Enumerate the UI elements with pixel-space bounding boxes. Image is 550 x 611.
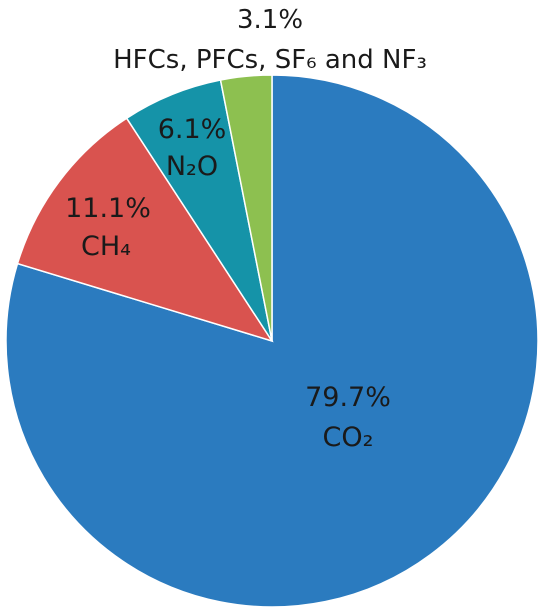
slice-label-n2o-name: N₂O xyxy=(166,151,218,182)
slice-hfcs xyxy=(219,74,273,342)
slices-layer xyxy=(5,74,539,608)
slice-label-ch4-percent: 11.1% xyxy=(65,193,151,224)
slice-label-ch4-name: CH₄ xyxy=(81,231,131,262)
labels-layer: 79.7% CO₂ 11.1% CH₄ 6.1% N₂O 3.1% HFCs, … xyxy=(65,5,427,453)
slice-ch4 xyxy=(16,117,274,343)
slice-label-hfcs-name: HFCs, PFCs, SF₆ and NF₃ xyxy=(113,45,427,75)
slice-label-co2-percent: 79.7% xyxy=(305,382,391,413)
slice-label-co2-name: CO₂ xyxy=(323,422,374,453)
slice-label-hfcs-percent: 3.1% xyxy=(237,5,303,35)
slice-label-n2o-percent: 6.1% xyxy=(158,114,227,145)
